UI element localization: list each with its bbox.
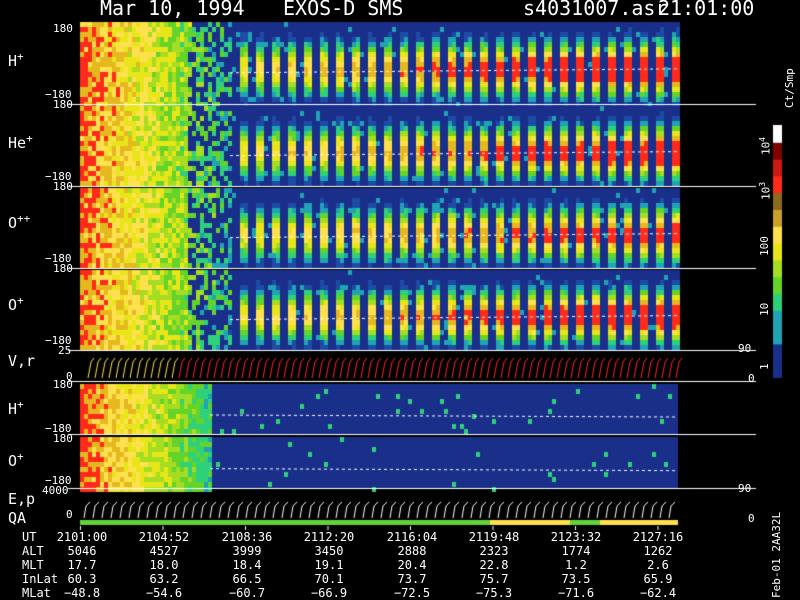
ephem-ut-4: 2116:04 [386, 530, 438, 544]
ephem-mlt-7: 2.6 [647, 558, 669, 572]
ephem-label-mlat: MLat [22, 586, 51, 600]
panel-label-vr: V,r [8, 352, 36, 370]
ephem-ut-3: 2112:20 [303, 530, 355, 544]
colorbar-unit: Ct/Smp [783, 68, 796, 108]
ephem-label-alt: ALT [22, 544, 44, 558]
ephem-inlat-2: 66.5 [232, 572, 262, 586]
ephem-mlt-0: 17.7 [67, 558, 97, 572]
header-file: s4031007.asr [523, 0, 668, 20]
header-time: 21:01:00 [658, 0, 755, 20]
ep-ytop: 4000 [42, 484, 69, 497]
ephem-mlat-2: −60.7 [228, 586, 266, 600]
ephem-mlt-4: 20.4 [397, 558, 427, 572]
panel-label-o-plusplus: O++ [8, 212, 31, 232]
ephem-mlt-3: 19.1 [314, 558, 344, 572]
vr-ytop: 25 [58, 344, 72, 357]
ephem-alt-4: 2888 [397, 544, 427, 558]
panel-1-ybot: −180 [45, 88, 72, 101]
ep-ybot: 0 [66, 508, 73, 521]
ephem-ut-5: 2119:48 [468, 530, 520, 544]
ephem-inlat-3: 70.1 [314, 572, 344, 586]
panel-label-h-plus: H+ [8, 50, 24, 70]
low-panel-label-o-plus: O+ [8, 450, 24, 470]
ephem-alt-2: 3999 [232, 544, 262, 558]
ephem-inlat-4: 73.7 [397, 572, 427, 586]
header-instrument: EXOS-D SMS [283, 0, 404, 20]
panel-1-ytop: 180 [53, 22, 73, 35]
panel-2-ytop: 180 [53, 98, 73, 111]
ephem-mlat-6: −71.6 [557, 586, 595, 600]
side-code: Feb-01 2AA32L [770, 511, 783, 598]
ephem-mlt-5: 22.8 [479, 558, 509, 572]
header-date: Mar 10, 1994 [100, 0, 245, 20]
panel-4-ybot: −180 [45, 334, 72, 347]
ephem-inlat-5: 75.7 [479, 572, 509, 586]
panel-3-ybot: −180 [45, 252, 72, 265]
ephem-ut-0: 2101:00 [56, 530, 108, 544]
colorbar-tick-10e3: 103 [758, 181, 773, 200]
panel-4-ytop: 180 [53, 262, 73, 275]
ephem-mlt-2: 18.4 [232, 558, 262, 572]
ephem-alt-3: 3450 [314, 544, 344, 558]
ephem-ut-1: 2104:52 [138, 530, 190, 544]
ephem-ut-2: 2108:36 [221, 530, 273, 544]
ephem-alt-0: 5046 [67, 544, 97, 558]
ephem-alt-1: 4527 [149, 544, 179, 558]
ephem-inlat-0: 60.3 [67, 572, 97, 586]
ephem-mlat-7: −62.4 [639, 586, 677, 600]
ephem-mlat-5: −75.3 [475, 586, 513, 600]
ep-rbot: 0 [748, 512, 755, 525]
panel-label-ep: E,p [8, 490, 36, 508]
ephem-inlat-6: 73.5 [561, 572, 591, 586]
ephem-mlat-3: −66.9 [310, 586, 348, 600]
ephem-mlat-0: −48.8 [63, 586, 101, 600]
vr-ybot: 0 [66, 370, 73, 383]
low-1-ytop: 180 [53, 378, 73, 391]
ep-rtop: 90 [738, 482, 752, 495]
vr-rtop: 90 [738, 342, 752, 355]
colorbar-tick-10: 10 [758, 302, 771, 316]
low-2-ybot: −180 [45, 474, 72, 487]
ephem-label-ut: UT [22, 530, 37, 544]
panel-label-qa: QA [8, 509, 27, 527]
ephem-alt-6: 1774 [561, 544, 591, 558]
ephem-ut-7: 2127:16 [632, 530, 684, 544]
ephem-inlat-7: 65.9 [643, 572, 673, 586]
low-2-ytop: 180 [53, 432, 73, 445]
ephem-mlat-1: −54.6 [145, 586, 183, 600]
colorbar-tick-10e4: 104 [758, 136, 773, 155]
panel-label-he-plus: He+ [8, 132, 33, 152]
panel-label-o-plus: O+ [8, 294, 24, 314]
panel-3-ytop: 180 [53, 180, 73, 193]
ephem-ut-6: 2123:32 [550, 530, 602, 544]
ephem-alt-5: 2323 [479, 544, 509, 558]
ephem-label-inlat: InLat [22, 572, 59, 586]
panel-2-ybot: −180 [45, 170, 72, 183]
low-panel-label-h-plus: H+ [8, 398, 24, 418]
ephem-label-mlt: MLT [22, 558, 44, 572]
colorbar-tick-1: 1 [758, 363, 771, 370]
ephem-mlt-1: 18.0 [149, 558, 179, 572]
ephem-inlat-1: 63.2 [149, 572, 179, 586]
ephem-mlat-4: −72.5 [393, 586, 431, 600]
low-1-ybot: −180 [45, 422, 72, 435]
vr-rbot: 0 [748, 372, 755, 385]
ephem-mlt-6: 1.2 [565, 558, 587, 572]
ephem-alt-7: 1262 [643, 544, 673, 558]
colorbar-tick-100: 100 [758, 236, 771, 256]
